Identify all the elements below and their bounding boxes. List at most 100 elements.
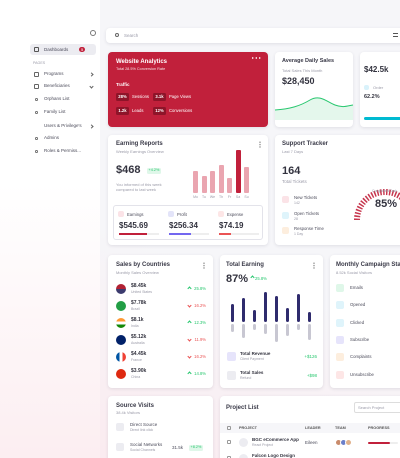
day-label: Th <box>218 195 224 199</box>
stat-box <box>153 107 166 115</box>
earning-bar <box>253 310 256 322</box>
earning-icon <box>227 371 236 380</box>
checkbox[interactable] <box>227 440 231 444</box>
overview-value: $42.5k <box>364 65 389 74</box>
country-name: United States <box>131 289 153 294</box>
carousel-dots <box>251 57 262 59</box>
source-sub: Social Channels <box>130 448 156 452</box>
nav-label: Dashboards <box>44 46 69 52</box>
stat-value: 3.1k <box>155 94 164 99</box>
earning-change: +4.2% <box>147 168 161 174</box>
stat-box <box>116 93 129 101</box>
earning-item-sub: Client Payment <box>240 357 264 361</box>
project-search-placeholder: Search Project <box>358 404 385 410</box>
nav-item[interactable]: Users & Privilege's <box>44 123 82 128</box>
campaign-label: Emails <box>350 285 363 290</box>
weekly-bar <box>201 176 207 193</box>
ticket-icon <box>282 227 289 234</box>
expense-bar <box>264 324 267 334</box>
weekly-bar <box>244 167 249 193</box>
project-search[interactable] <box>354 402 400 413</box>
country-name: Australia <box>131 340 145 345</box>
project-leader: Eileen <box>305 440 318 445</box>
campaign-icon <box>336 370 344 379</box>
campaign-icon <box>336 353 344 362</box>
flag <box>116 352 126 362</box>
nav-icon <box>34 72 39 77</box>
flag <box>116 301 126 311</box>
project-icon <box>239 438 248 447</box>
search-bar[interactable] <box>106 28 400 43</box>
stat-label: Sessions <box>132 94 149 99</box>
column-header: PROGRESS <box>368 425 390 430</box>
progress-fill <box>368 442 390 444</box>
summary-label: Earnings <box>127 211 144 217</box>
country-name: India <box>131 323 139 328</box>
ticket-value: 1 Day <box>294 232 304 236</box>
country-change: 14.8% <box>194 370 206 376</box>
earning-bar <box>264 292 267 322</box>
menu-dots[interactable] <box>259 141 261 148</box>
search-placeholder: Search <box>124 32 139 38</box>
source-icon <box>116 443 124 451</box>
nav-item[interactable]: Orphans List <box>44 96 70 101</box>
earning-item: Total Sales <box>240 370 264 375</box>
menu-dots[interactable] <box>313 262 315 269</box>
earning-summary <box>113 205 263 240</box>
card-title: Support Tracker <box>282 141 329 147</box>
menu-dots[interactable] <box>203 262 205 269</box>
day-label: Mo <box>193 195 198 199</box>
expense-bar <box>275 324 278 342</box>
summary-icon <box>118 211 124 217</box>
home-icon <box>34 47 39 52</box>
column-header: PROJECT <box>239 425 257 430</box>
summary-label: Expense <box>227 211 244 217</box>
expense-bar <box>242 324 245 338</box>
earning-icon <box>227 352 236 361</box>
card-subtitle: Last 7 Days <box>282 149 304 154</box>
day-label: Su <box>244 195 249 199</box>
nav-active[interactable] <box>30 44 96 55</box>
earning-bar <box>275 296 278 322</box>
source-value: 31.5k <box>172 445 184 450</box>
nav-item[interactable]: Admins <box>44 135 60 140</box>
nav-item[interactable]: Programs <box>44 71 64 76</box>
expense-bar <box>253 324 256 330</box>
progress <box>364 117 400 120</box>
stat-box <box>153 93 166 101</box>
earning-bar <box>308 312 311 322</box>
bullet <box>35 137 38 140</box>
earning-bar <box>286 308 289 322</box>
ticket-value: 142 <box>294 201 300 205</box>
nav-item[interactable]: Roles & Permiss... <box>44 148 82 153</box>
checkbox[interactable] <box>227 456 231 458</box>
nav-item[interactable]: Family List <box>44 109 66 114</box>
project-name: Falcon Logo Design <box>252 453 296 458</box>
country-change: 16.2% <box>194 353 206 359</box>
section-label: PAGES <box>33 61 46 65</box>
weekly-bar <box>235 150 241 193</box>
earning-bar <box>242 298 245 322</box>
checkbox[interactable] <box>227 426 231 430</box>
flag <box>116 335 126 345</box>
expense-bar <box>308 324 311 340</box>
campaign-label: Unsubscribe <box>350 371 374 377</box>
day-label: Fr <box>227 195 232 199</box>
card-title: Total Earning <box>226 262 264 268</box>
weekly-bar <box>210 171 215 193</box>
card-subtitle: Monthly Sales Overview <box>116 270 159 275</box>
country-name: France <box>131 357 142 362</box>
day-label: Sa <box>235 195 241 199</box>
gauge-label: Completed Task <box>372 189 398 193</box>
stat-value: 12% <box>155 108 164 113</box>
ticket-label: Open Tickets <box>294 210 320 216</box>
collapse-toggle[interactable] <box>90 30 96 36</box>
nav-badge: 5 <box>79 46 86 52</box>
stat-box <box>116 107 129 115</box>
sales-wave <box>274 97 354 120</box>
stat-value: 1.2k <box>118 108 127 113</box>
support-tracker-card <box>275 135 400 245</box>
nav-item[interactable]: Beneficiaries <box>44 83 70 88</box>
stat-label: Conversions <box>169 108 193 113</box>
